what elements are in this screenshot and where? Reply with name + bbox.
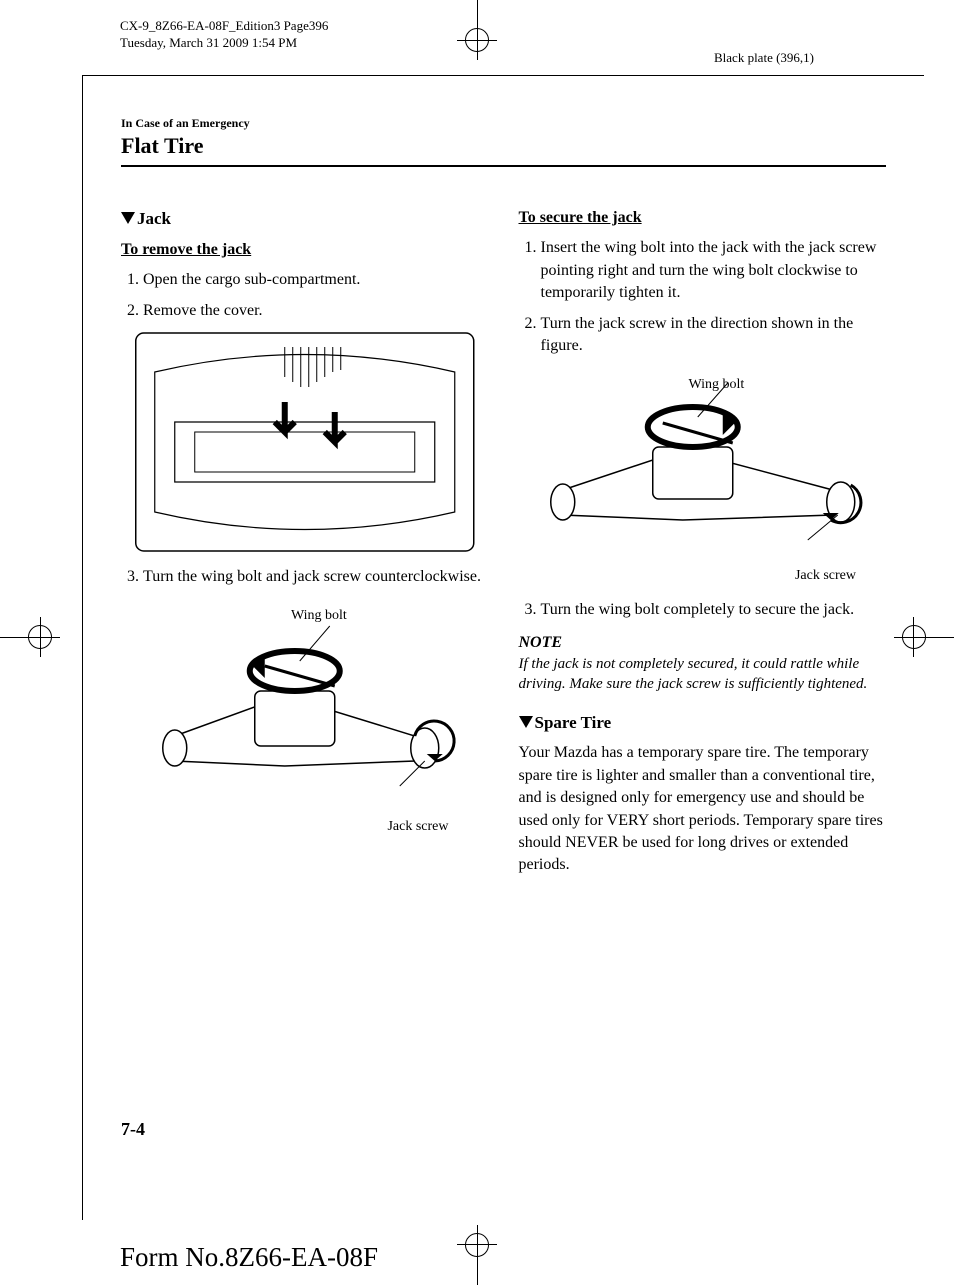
crop-mark-top (457, 0, 497, 60)
figure-cargo (121, 332, 489, 552)
note-body: If the jack is not completely secured, i… (519, 654, 887, 695)
chapter-label: In Case of an Emergency (121, 116, 886, 131)
secure-step-2: Turn the jack screw in the direction sho… (541, 313, 887, 358)
jack-screw-label-right: Jack screw (795, 566, 856, 586)
doc-timestamp: Tuesday, March 31 2009 1:54 PM (120, 35, 328, 52)
jack-illustration-left (121, 606, 489, 806)
secure-steps-1-2: Insert the wing bolt into the jack with … (519, 237, 887, 357)
spare-body: Your Mazda has a temporary spare tire. T… (519, 742, 887, 876)
remove-step-3: Turn the wing bolt and jack screw counte… (143, 566, 489, 588)
title-rule (121, 165, 886, 167)
remove-steps-1-2: Open the cargo sub-compartment. Remove t… (121, 269, 489, 322)
left-column: Jack To remove the jack Open the cargo s… (121, 207, 489, 877)
section-jack-label: Jack (137, 209, 171, 228)
secure-step-1: Insert the wing bolt into the jack with … (541, 237, 887, 304)
remove-step-2: Remove the cover. (143, 300, 489, 322)
figure-jack-left: Wing bolt Jack screw (121, 606, 489, 836)
chapter-title: Flat Tire (121, 133, 886, 159)
section-spare: Spare Tire (519, 711, 887, 735)
page-frame: In Case of an Emergency Flat Tire Jack T… (82, 75, 924, 1220)
doc-id: CX-9_8Z66-EA-08F_Edition3 Page396 (120, 18, 328, 35)
crop-mark-left (0, 617, 60, 657)
jack-illustration-right (519, 375, 887, 555)
wing-bolt-label-left: Wing bolt (291, 606, 347, 626)
wing-bolt-label-right: Wing bolt (689, 375, 745, 395)
jack-screw-label-left: Jack screw (387, 817, 448, 837)
print-meta: CX-9_8Z66-EA-08F_Edition3 Page396 Tuesda… (120, 18, 328, 52)
form-number: Form No.8Z66-EA-08F (120, 1242, 378, 1273)
page-number: 7-4 (121, 1119, 145, 1140)
right-column: To secure the jack Insert the wing bolt … (519, 207, 887, 877)
triangle-icon (121, 212, 135, 224)
crop-mark-bottom (457, 1225, 497, 1285)
cargo-illustration (121, 332, 489, 552)
figure-jack-right: Wing bolt Jack screw (519, 375, 887, 585)
remove-steps-3: Turn the wing bolt and jack screw counte… (121, 566, 489, 588)
triangle-icon (519, 716, 533, 728)
section-jack: Jack (121, 207, 489, 231)
section-spare-label: Spare Tire (535, 713, 612, 732)
remove-jack-head: To remove the jack (121, 239, 489, 261)
remove-step-1: Open the cargo sub-compartment. (143, 269, 489, 291)
plate-label: Black plate (396,1) (714, 50, 814, 66)
secure-jack-head: To secure the jack (519, 207, 887, 229)
secure-steps-3: Turn the wing bolt completely to secure … (519, 599, 887, 621)
secure-step-3: Turn the wing bolt completely to secure … (541, 599, 887, 621)
note-head: NOTE (519, 632, 887, 654)
